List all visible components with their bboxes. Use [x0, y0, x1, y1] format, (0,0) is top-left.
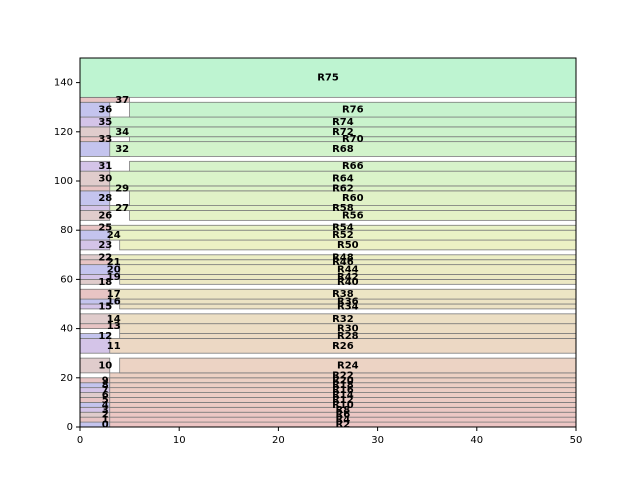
right-cell-label-R32: R32 — [332, 314, 354, 325]
left-cell-label-4: 4 — [102, 400, 109, 411]
right-cell-label-R28: R28 — [337, 331, 359, 342]
right-cell-label-R52: R52 — [332, 230, 354, 241]
right-cell-label-R38: R38 — [332, 289, 354, 300]
axes-frame — [79, 57, 577, 428]
right-cell-label-R26: R26 — [332, 341, 354, 352]
right-cell-label-R6: R6 — [336, 410, 351, 421]
left-cell-label-35: 35 — [98, 117, 112, 128]
left-cell-label-31: 31 — [98, 161, 112, 172]
x-tick-label-30: 30 — [371, 435, 384, 446]
left-cell-label-0: 0 — [102, 420, 109, 431]
right-cell-label-R36: R36 — [337, 297, 359, 308]
rectangle-labels-layer: 0123456789101112131415161718192021222324… — [98, 73, 363, 431]
x-tick-label-10: 10 — [173, 435, 186, 446]
left-cell-label-24: 24 — [107, 230, 121, 241]
right-cell-label-R10: R10 — [332, 400, 354, 411]
left-cell-label-2: 2 — [102, 410, 109, 421]
right-cell-label-R20: R20 — [332, 375, 354, 386]
left-cell-label-8: 8 — [102, 380, 109, 391]
y-tick-label-80: 80 — [60, 225, 73, 236]
right-cell-label-R40: R40 — [337, 277, 359, 288]
right-cell-label-R24: R24 — [337, 361, 359, 372]
left-cell-label-23: 23 — [98, 240, 112, 251]
right-cell-label-R34: R34 — [337, 301, 359, 312]
right-cell-label-R12: R12 — [332, 395, 354, 406]
right-cell-label-R75: R75 — [317, 73, 339, 84]
left-cell-label-9: 9 — [102, 375, 109, 386]
left-cell-label-13: 13 — [107, 321, 121, 332]
right-cell-label-R42: R42 — [337, 272, 359, 283]
right-cell-label-R60: R60 — [342, 193, 364, 204]
right-cell-label-R62: R62 — [332, 183, 354, 194]
left-cell-label-15: 15 — [98, 301, 112, 312]
left-cell-label-11: 11 — [107, 341, 121, 352]
left-cell-label-32: 32 — [115, 144, 129, 155]
left-cell-label-12: 12 — [98, 331, 112, 342]
left-cell-label-10: 10 — [98, 361, 112, 372]
left-cell-label-3: 3 — [102, 405, 109, 416]
left-cell-label-34: 34 — [115, 127, 129, 138]
y-tick-label-100: 100 — [54, 176, 73, 187]
right-cell-label-R64: R64 — [332, 174, 354, 185]
right-cell-label-R2: R2 — [336, 420, 351, 431]
right-cell-label-R4: R4 — [336, 415, 351, 426]
left-cell-label-19: 19 — [107, 272, 121, 283]
right-cell-label-R18: R18 — [332, 380, 354, 391]
right-cell-label-R66: R66 — [342, 161, 364, 172]
right-cell-label-R14: R14 — [332, 390, 354, 401]
x-axis: 0 10 20 30 40 50 — [77, 427, 583, 446]
y-tick-label-140: 140 — [54, 78, 73, 89]
right-cell-label-R50: R50 — [337, 240, 359, 251]
left-cell-label-18: 18 — [98, 277, 112, 288]
x-tick-label-20: 20 — [272, 435, 285, 446]
right-cell-label-R58: R58 — [332, 203, 354, 214]
left-cell-label-16: 16 — [107, 297, 121, 308]
left-cell-label-25: 25 — [98, 223, 112, 234]
left-cell-label-36: 36 — [98, 105, 112, 116]
right-cell-label-R68: R68 — [332, 144, 354, 155]
right-cell-label-R30: R30 — [337, 324, 359, 335]
right-cell-label-R22: R22 — [332, 370, 354, 381]
right-cell-label-R48: R48 — [332, 252, 354, 263]
rectangles-layer — [79, 57, 577, 428]
right-cell-label-R76: R76 — [342, 105, 364, 116]
x-tick-label-50: 50 — [570, 435, 583, 446]
right-cell-label-R54: R54 — [332, 223, 354, 234]
y-tick-label-20: 20 — [60, 373, 73, 384]
left-cell-label-17: 17 — [107, 289, 121, 300]
left-cell-label-22: 22 — [98, 252, 112, 263]
right-cell-label-R72: R72 — [332, 127, 354, 138]
left-cell-label-29: 29 — [115, 183, 129, 194]
left-cell-label-21: 21 — [107, 257, 121, 268]
left-cell-label-27: 27 — [115, 203, 129, 214]
left-cell-label-1: 1 — [102, 415, 109, 426]
y-axis: 0 20 40 60 80 100 120 140 — [54, 78, 80, 433]
y-tick-label-40: 40 — [60, 324, 73, 335]
x-tick-label-0: 0 — [77, 435, 83, 446]
left-cell-label-37: 37 — [115, 95, 129, 106]
left-cell-label-26: 26 — [98, 210, 112, 221]
right-cell-label-R74: R74 — [332, 117, 354, 128]
y-tick-label-0: 0 — [67, 422, 73, 433]
right-cell-label-R8: R8 — [336, 405, 351, 416]
y-tick-label-120: 120 — [54, 127, 73, 138]
left-cell-label-7: 7 — [102, 385, 109, 396]
right-cell-label-R46: R46 — [332, 257, 354, 268]
y-tick-label-60: 60 — [60, 274, 73, 285]
left-cell-label-14: 14 — [107, 314, 121, 325]
right-cell-label-R56: R56 — [342, 210, 364, 221]
left-cell-label-5: 5 — [102, 395, 109, 406]
right-cell-label-R70: R70 — [342, 134, 364, 145]
right-cell-label-R44: R44 — [337, 265, 359, 276]
left-cell-label-6: 6 — [102, 390, 109, 401]
left-cell-label-20: 20 — [107, 265, 121, 276]
right-cell-label-R16: R16 — [332, 385, 354, 396]
left-cell-label-33: 33 — [98, 134, 112, 145]
left-cell-label-30: 30 — [98, 174, 112, 185]
x-tick-label-40: 40 — [470, 435, 483, 446]
left-cell-label-28: 28 — [98, 193, 112, 204]
